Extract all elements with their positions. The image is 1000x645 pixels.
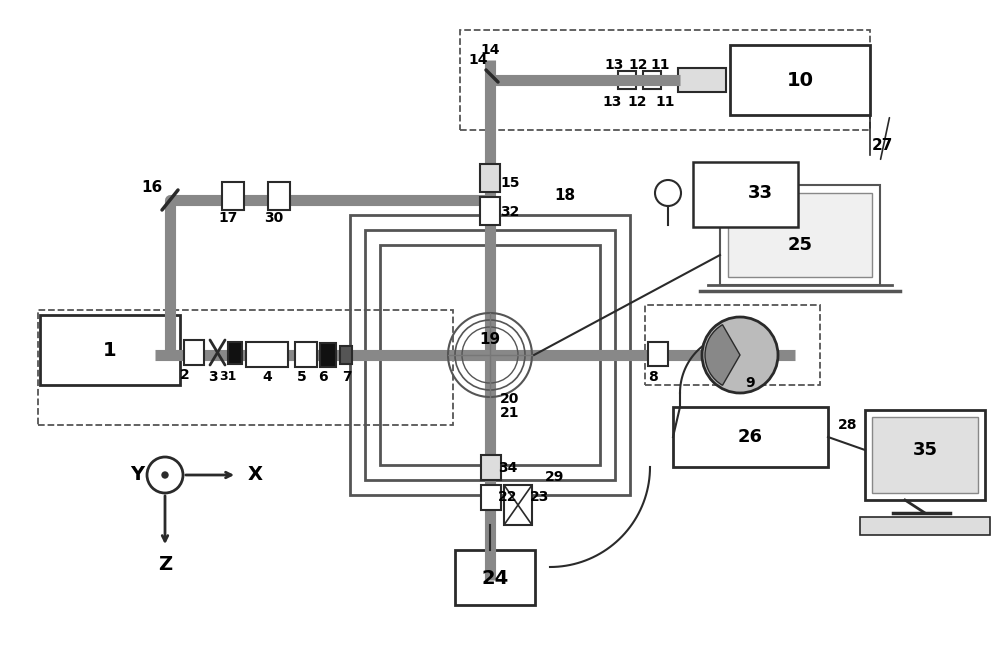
Text: 1: 1 [103, 341, 117, 359]
Text: 27: 27 [871, 137, 893, 152]
Bar [504, 485, 532, 525]
Bar [184, 340, 204, 365]
Bar [222, 182, 244, 210]
Bar [678, 68, 726, 92]
Text: 13: 13 [602, 95, 622, 109]
Text: 33: 33 [748, 184, 772, 202]
Bar [365, 230, 615, 480]
Text: 17: 17 [218, 211, 238, 225]
Text: 8: 8 [648, 370, 658, 384]
Text: 12: 12 [628, 58, 648, 72]
Text: 13: 13 [604, 58, 624, 72]
Text: 34: 34 [498, 461, 518, 475]
Circle shape [162, 472, 168, 478]
Bar [865, 410, 985, 500]
Wedge shape [705, 324, 740, 385]
Bar [643, 71, 661, 89]
Bar [728, 193, 872, 277]
Bar [460, 30, 870, 130]
Bar [618, 71, 636, 89]
Text: 20: 20 [500, 392, 520, 406]
Bar [481, 455, 501, 480]
Text: 24: 24 [481, 568, 509, 588]
Bar [480, 197, 500, 225]
Circle shape [702, 317, 778, 393]
Text: 9: 9 [745, 376, 755, 390]
Text: 25: 25 [788, 236, 812, 254]
Text: 26: 26 [738, 428, 763, 446]
Bar [295, 342, 317, 367]
Text: 15: 15 [500, 176, 520, 190]
Bar [673, 407, 828, 467]
Text: 30: 30 [264, 211, 284, 225]
Text: 21: 21 [500, 406, 520, 420]
Bar [645, 305, 820, 385]
Text: 31: 31 [219, 370, 237, 384]
Text: 6: 6 [318, 370, 328, 384]
Bar [40, 315, 180, 385]
Text: 23: 23 [530, 490, 550, 504]
Bar [648, 342, 668, 366]
Text: 11: 11 [650, 58, 670, 72]
Bar [860, 517, 990, 535]
Text: 28: 28 [838, 418, 858, 432]
Text: 7: 7 [342, 370, 352, 384]
Text: 10: 10 [786, 70, 814, 90]
Text: 5: 5 [297, 370, 307, 384]
Text: 14: 14 [480, 43, 500, 57]
Text: 22: 22 [498, 490, 518, 504]
Text: 32: 32 [500, 205, 520, 219]
Text: 16: 16 [141, 179, 163, 195]
Text: X: X [248, 466, 262, 484]
Text: 19: 19 [479, 333, 501, 348]
Text: 2: 2 [180, 368, 190, 382]
Bar [320, 343, 336, 367]
Text: 35: 35 [912, 441, 938, 459]
Bar [730, 45, 870, 115]
Bar [720, 185, 880, 285]
Text: 11: 11 [655, 95, 675, 109]
Bar [268, 182, 290, 210]
Text: Z: Z [158, 555, 172, 575]
Text: Y: Y [130, 466, 144, 484]
Bar [380, 245, 600, 465]
Text: 18: 18 [554, 188, 576, 203]
Bar [872, 417, 978, 493]
Text: 14: 14 [468, 53, 488, 67]
Bar [228, 342, 242, 364]
Text: 12: 12 [627, 95, 647, 109]
Text: 29: 29 [545, 470, 565, 484]
Bar [350, 215, 630, 495]
Bar [38, 310, 453, 425]
Bar [480, 164, 500, 192]
Bar [246, 342, 288, 367]
Text: 4: 4 [262, 370, 272, 384]
Bar [340, 346, 352, 364]
Text: 3: 3 [208, 370, 218, 384]
Bar [693, 162, 798, 227]
Bar [455, 550, 535, 605]
Bar [481, 485, 501, 510]
